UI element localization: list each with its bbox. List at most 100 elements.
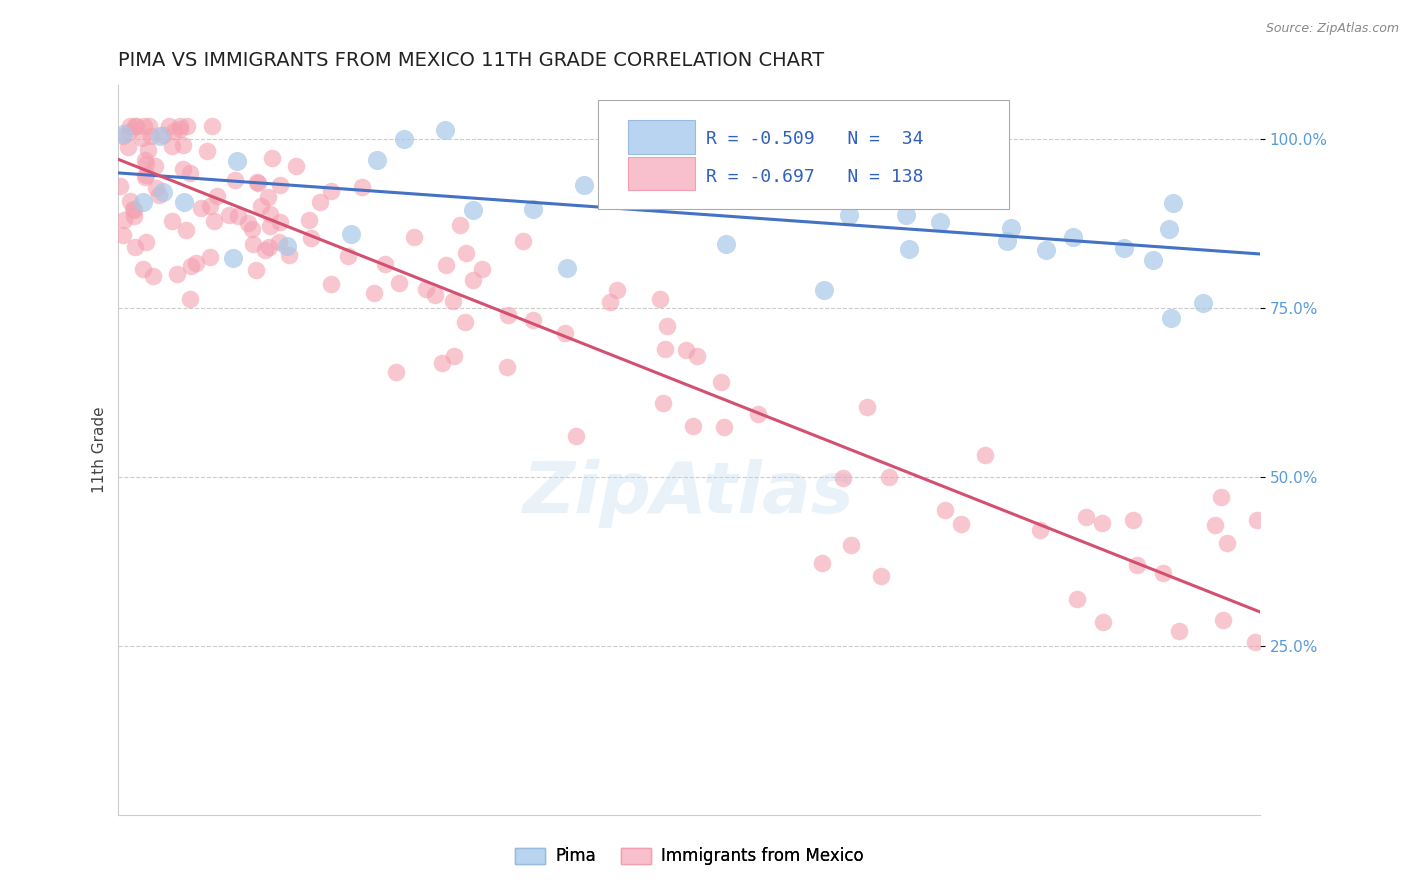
Text: PIMA VS IMMIGRANTS FROM MEXICO 11TH GRADE CORRELATION CHART: PIMA VS IMMIGRANTS FROM MEXICO 11TH GRAD… [118, 51, 824, 70]
Point [224, 173, 246, 187]
Point [471, 262, 494, 277]
Point [299, 231, 322, 245]
Point [1029, 523, 1052, 537]
Point [169, 119, 191, 133]
Point [652, 396, 675, 410]
Point [1204, 517, 1226, 532]
Point [1074, 510, 1097, 524]
Point [1160, 311, 1182, 326]
Point [269, 215, 291, 229]
Point [267, 235, 290, 249]
Point [657, 319, 679, 334]
Point [1209, 490, 1232, 504]
Point [838, 208, 860, 222]
Point [946, 154, 969, 169]
Text: ZipAtlas: ZipAtlas [523, 459, 855, 528]
Legend: Pima, Immigrants from Mexico: Pima, Immigrants from Mexico [509, 840, 870, 871]
Point [648, 292, 671, 306]
Point [111, 128, 134, 142]
Point [555, 261, 578, 276]
Point [1216, 536, 1239, 550]
Point [675, 343, 697, 357]
Point [166, 267, 188, 281]
Point [135, 235, 157, 249]
Point [122, 202, 145, 217]
Point [122, 210, 145, 224]
Point [145, 181, 167, 195]
FancyBboxPatch shape [598, 100, 1010, 209]
FancyBboxPatch shape [627, 120, 695, 153]
Point [1157, 222, 1180, 236]
Point [522, 313, 544, 327]
Point [1167, 624, 1189, 639]
Point [112, 212, 135, 227]
Point [682, 419, 704, 434]
Point [152, 128, 174, 142]
Point [138, 119, 160, 133]
Point [148, 187, 170, 202]
Point [121, 202, 143, 216]
Point [174, 223, 197, 237]
Point [434, 259, 457, 273]
Point [276, 239, 298, 253]
Point [554, 326, 576, 341]
Point [118, 125, 141, 139]
Point [236, 216, 259, 230]
Point [169, 122, 191, 136]
Point [454, 315, 477, 329]
Point [1125, 558, 1147, 572]
Point [134, 170, 156, 185]
Point [112, 128, 135, 143]
Point [256, 190, 278, 204]
Point [160, 214, 183, 228]
Point [352, 180, 374, 194]
Point [134, 153, 156, 167]
Point [1212, 613, 1234, 627]
Point [710, 375, 733, 389]
Point [135, 168, 157, 182]
Point [340, 227, 363, 242]
Point [242, 236, 264, 251]
Point [404, 230, 426, 244]
Point [132, 195, 155, 210]
Point [278, 248, 301, 262]
Point [120, 119, 142, 133]
Point [1000, 220, 1022, 235]
Point [654, 342, 676, 356]
Y-axis label: 11th Grade: 11th Grade [93, 407, 107, 493]
Point [1035, 244, 1057, 258]
Point [392, 132, 415, 146]
Point [260, 152, 283, 166]
Point [247, 176, 270, 190]
Point [138, 144, 160, 158]
Point [149, 128, 172, 143]
Point [249, 199, 271, 213]
Point [246, 175, 269, 189]
Point [740, 128, 762, 142]
Point [449, 219, 471, 233]
Point [125, 119, 148, 133]
Point [423, 288, 446, 302]
Point [388, 276, 411, 290]
Point [1062, 230, 1084, 244]
Point [813, 283, 835, 297]
Point [415, 282, 437, 296]
Point [384, 365, 406, 379]
Point [108, 178, 131, 193]
Point [995, 234, 1018, 248]
Point [135, 157, 157, 171]
Point [245, 263, 267, 277]
Point [443, 349, 465, 363]
Point [180, 259, 202, 273]
Point [1112, 241, 1135, 255]
Point [157, 119, 180, 133]
Point [197, 144, 219, 158]
Point [172, 138, 194, 153]
Point [179, 166, 201, 180]
Point [198, 250, 221, 264]
Point [714, 237, 737, 252]
Point [336, 249, 359, 263]
Point [132, 119, 155, 133]
Point [463, 273, 485, 287]
Point [898, 242, 921, 256]
